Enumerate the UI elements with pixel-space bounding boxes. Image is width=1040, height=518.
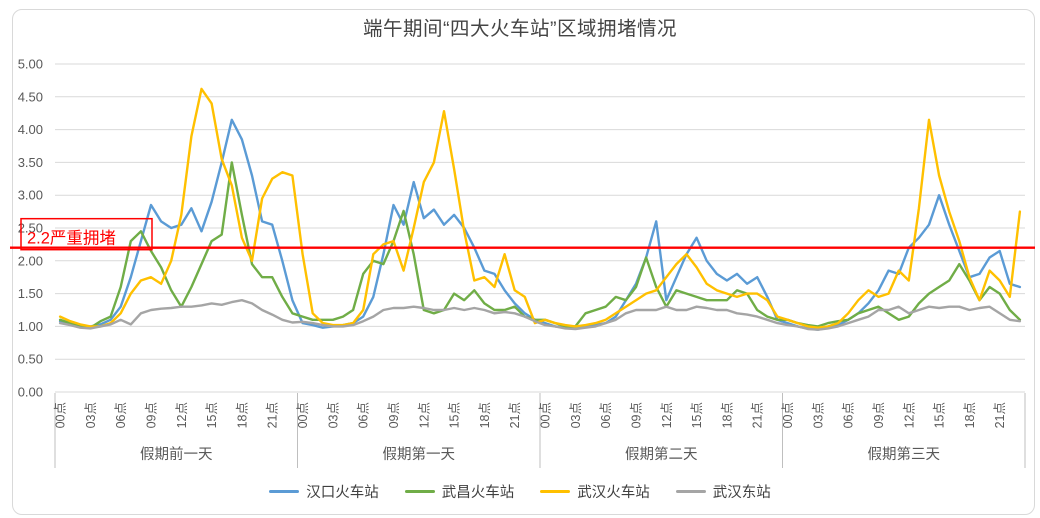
- x-hour-label: 21点: [508, 402, 522, 428]
- y-axis-label: 5.00: [18, 57, 43, 72]
- x-hour-label: 15点: [933, 402, 947, 428]
- x-hour-label: 15点: [205, 402, 219, 428]
- legend-item-hankou: 汉口火车站: [269, 481, 379, 502]
- chart-legend: 汉口火车站 武昌火车站 武汉火车站 武汉东站: [0, 481, 1040, 502]
- x-hour-label: 12点: [902, 402, 916, 428]
- series-line-wuhan: [58, 87, 1022, 329]
- threshold-callout-box: [20, 217, 153, 251]
- x-hour-label: 09点: [387, 402, 401, 428]
- x-hour-label: 12点: [417, 402, 431, 428]
- y-axis-label: 0.50: [18, 352, 43, 367]
- y-axis-label: 2.00: [18, 253, 43, 268]
- x-hour-label: 00点: [781, 402, 795, 428]
- x-hour-label: 09点: [629, 402, 643, 428]
- series-line-wuchang: [58, 161, 1022, 329]
- y-axis-label: 4.50: [18, 89, 43, 104]
- x-hour-label: 18点: [478, 402, 492, 428]
- x-hour-label: 18点: [235, 402, 249, 428]
- y-axis-label: 3.50: [18, 155, 43, 170]
- legend-swatch-wuchang: [404, 489, 435, 494]
- series-line-wuhandong: [58, 299, 1022, 331]
- x-hour-label: 06点: [599, 402, 613, 428]
- threshold-label: 2.2严重拥堵: [27, 229, 116, 248]
- x-hour-label: 00点: [54, 402, 68, 428]
- x-hour-label: 15点: [690, 402, 704, 428]
- legend-item-wuhandong: 武汉东站: [675, 481, 771, 502]
- x-hour-label: 03点: [84, 402, 98, 428]
- x-hour-label: 00点: [539, 402, 553, 428]
- y-axis-label: 2.50: [18, 221, 43, 236]
- day-group-label: 假期第三天: [868, 445, 941, 463]
- chart-title: 端午期间“四大火车站”区域拥堵情况: [363, 18, 677, 40]
- legend-label: 武汉东站: [712, 485, 771, 501]
- x-hour-label: 09点: [872, 402, 886, 428]
- x-hour-label: 00点: [296, 402, 310, 428]
- day-group-label: 假期前一天: [140, 446, 213, 463]
- x-hour-label: 06点: [357, 402, 371, 428]
- x-hour-label: 09点: [144, 402, 158, 428]
- y-axis-label: 0.00: [18, 385, 43, 400]
- x-hour-label: 18点: [963, 402, 977, 428]
- x-hour-label: 06点: [114, 402, 128, 428]
- x-hour-label: 21点: [751, 402, 765, 428]
- y-axis-label: 3.00: [18, 188, 43, 203]
- y-axis-label: 1.00: [18, 319, 43, 334]
- legend-swatch-wuhandong: [675, 489, 706, 494]
- legend-label: 武汉火车站: [577, 485, 650, 501]
- legend-label: 汉口火车站: [306, 485, 379, 501]
- series-line-hankou: [58, 118, 1022, 331]
- y-axis-label: 4.00: [18, 122, 43, 137]
- x-hour-label: 03点: [811, 402, 825, 428]
- x-hour-label: 03点: [326, 402, 340, 428]
- day-group-label: 假期第一天: [383, 445, 456, 463]
- x-hour-label: 12点: [660, 402, 674, 428]
- day-group-label: 假期第二天: [625, 445, 698, 463]
- x-hour-label: 18点: [720, 402, 734, 428]
- x-hour-label: 06点: [842, 402, 856, 428]
- x-hour-label: 21点: [993, 402, 1007, 428]
- legend-swatch-wuhan: [540, 489, 571, 494]
- x-hour-label: 12点: [175, 402, 189, 428]
- y-axis-label: 1.50: [18, 286, 43, 301]
- legend-item-wuhan: 武汉火车站: [540, 481, 650, 502]
- x-hour-label: 21点: [266, 402, 280, 428]
- legend-swatch-hankou: [269, 489, 300, 494]
- legend-item-wuchang: 武昌火车站: [404, 481, 515, 502]
- x-hour-label: 15点: [448, 402, 462, 428]
- x-hour-label: 03点: [569, 402, 583, 428]
- legend-label: 武昌火车站: [441, 485, 515, 501]
